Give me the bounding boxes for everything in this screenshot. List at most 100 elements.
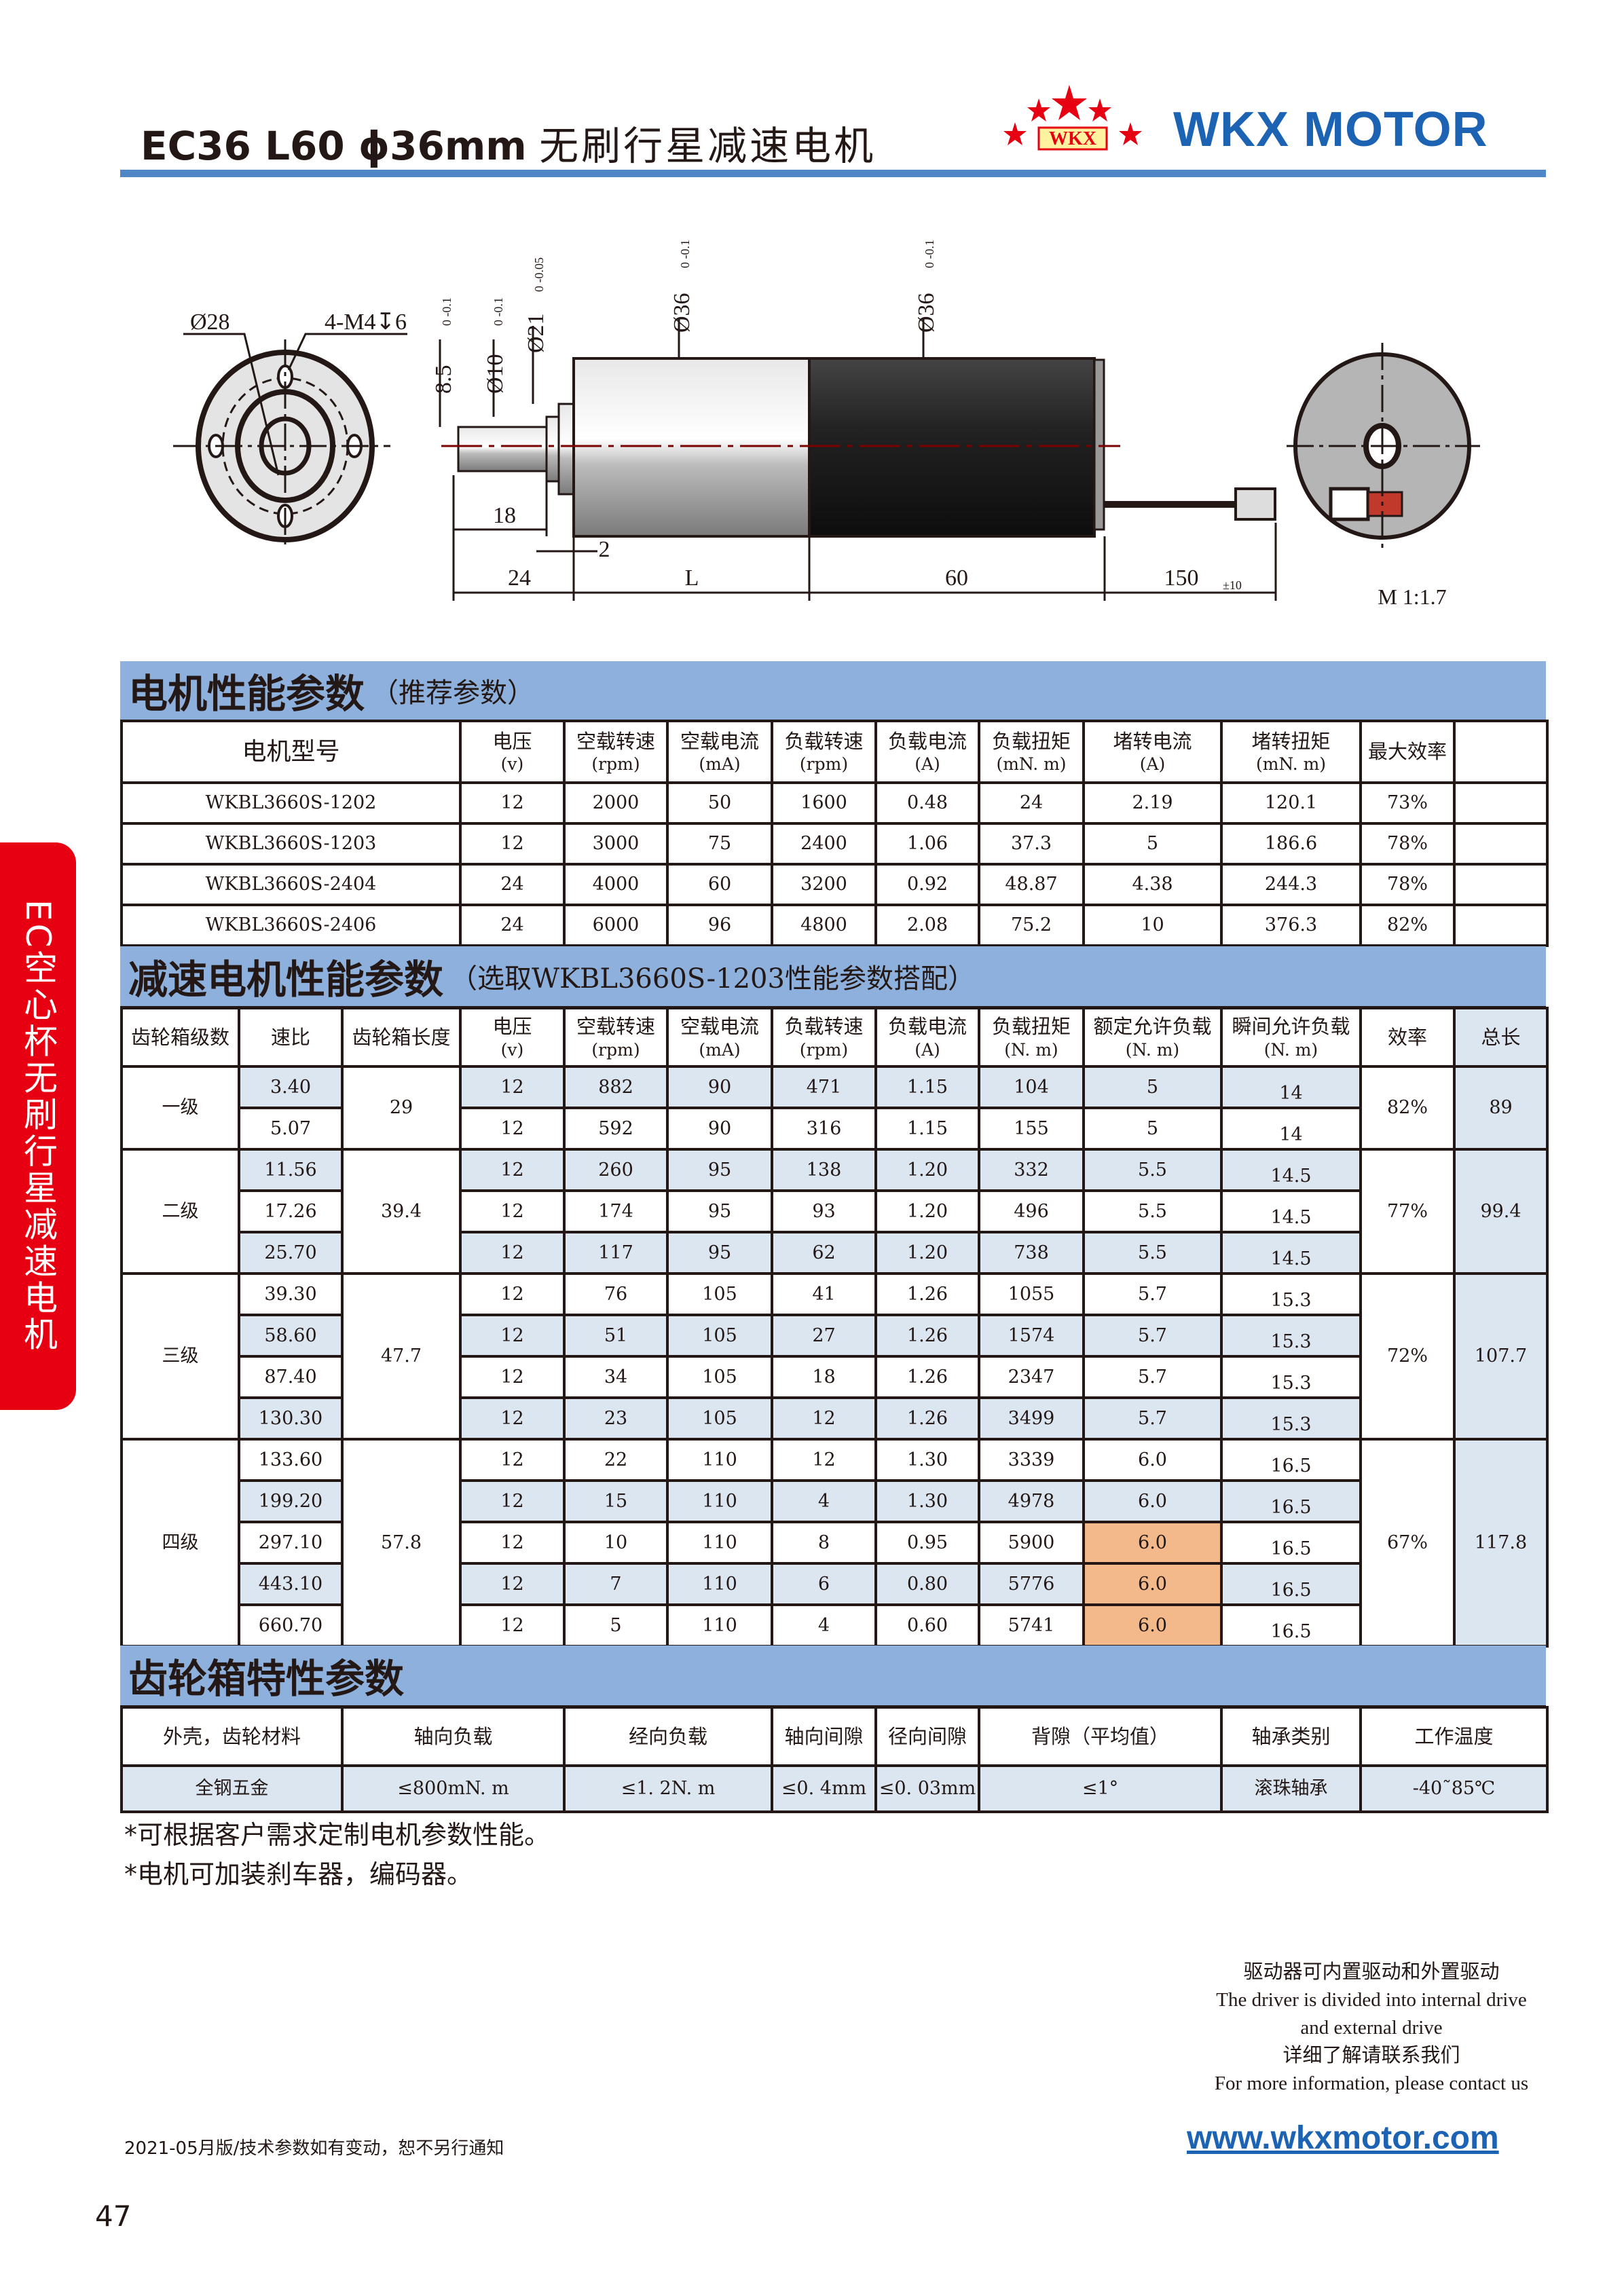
header-label: 空载转速: [576, 729, 655, 753]
gearbox-length-cell: 57.8: [341, 1438, 462, 1648]
header-unit: (mA): [699, 754, 741, 774]
header-unit: (A): [915, 1039, 940, 1060]
motor-dimension-drawing: Ø28 4-M4↧6 24 L 60 150 ±10 18 2 M 1:1.7: [173, 240, 1480, 609]
header-row: 电机型号 电压 (v) 空载转速 (rpm) 空载电流 (mA) 负载转速 (rpm) 负载电流(…: [120, 720, 1549, 784]
star-icon: [1003, 122, 1027, 145]
table-cell: ≤800mN. m: [341, 1764, 566, 1813]
table-cell: 0.95: [874, 1521, 980, 1565]
table-row: 一级 3.40 29 12 882 90 471 1.15 104 5 14 82% 89: [120, 1065, 1549, 1151]
ratio-cell: 17.26: [238, 1189, 344, 1233]
column-header: 空载转速 (rpm): [563, 720, 669, 784]
table-row: 二级 11.56 39.4 12 260 95 138 1.20 332 5.5 14.5 77% 99…: [120, 1148, 1549, 1275]
table-cell: 16.5: [1220, 1438, 1362, 1482]
table-cell: 12: [459, 1065, 566, 1109]
table-cell: 738: [978, 1231, 1085, 1275]
table-cell: 24: [459, 904, 566, 947]
table-cell: 471: [771, 1065, 877, 1109]
header-unit: (rpm): [591, 754, 640, 774]
flange-length-label: 2: [599, 537, 610, 562]
gearbox-length-cell: 39.4: [341, 1148, 462, 1275]
table-cell: 5741: [978, 1603, 1085, 1648]
shaft-flat-label: 8.5: [431, 365, 456, 394]
table-cell: 12: [771, 1438, 877, 1482]
table-cell: 2000: [563, 781, 669, 825]
wkx-logo: WKX: [1003, 85, 1142, 151]
ratio-cell: 3.40: [238, 1065, 344, 1109]
column-header: 最大效率: [1359, 720, 1456, 784]
total-length-cell: 99.4: [1453, 1148, 1549, 1275]
table-cell: 6.0: [1082, 1562, 1223, 1606]
note: *可根据客户需求定制电机参数性能。: [124, 1820, 551, 1850]
column-header: 瞬间允许负载 (N. m): [1220, 1007, 1362, 1068]
brand-name: WKX MOTOR: [1173, 103, 1488, 157]
header-unit: (v): [500, 754, 524, 774]
website-link[interactable]: www.wkxmotor.com: [1187, 2120, 1499, 2156]
table-cell: 27: [771, 1314, 877, 1358]
table-cell: 8: [771, 1521, 877, 1565]
header-row: 外壳，齿轮材料 轴向负载 经向负载 轴向间隙 径向间隙 背隙（平均值） 轴承类别 工作温度: [120, 1706, 1549, 1767]
category-side-tab: EC空心杯无刷行星减速电机: [0, 842, 76, 1410]
star-icon: [1088, 98, 1111, 122]
column-header: 空载电流 (mA): [666, 720, 773, 784]
motor-diameter-tolerance: 0 -0.1: [923, 240, 936, 268]
column-header: 额定允许负载 (N. m): [1082, 1007, 1223, 1068]
total-length-cell: 107.7: [1453, 1272, 1549, 1441]
gearbox-length-cell: 29: [341, 1065, 462, 1151]
table-cell: 12: [459, 1148, 566, 1192]
header-label: 瞬间允许负载: [1232, 1015, 1350, 1039]
table-row: 58.60 12 51 105 27 1.26 1574 5.7 15.3: [122, 1314, 1547, 1358]
table-cell: WKBL3660S-2406: [120, 904, 462, 947]
stage-cell: 一级: [120, 1065, 240, 1151]
table-cell: 15.3: [1220, 1355, 1362, 1399]
table-cell: 1600: [771, 781, 877, 825]
header-label: 负载电流: [887, 1015, 967, 1039]
table-cell: 0.60: [874, 1603, 980, 1648]
table-row: 5.07 12 592 90 316 1.15 155 5 14: [122, 1107, 1547, 1151]
table-cell: [1453, 781, 1549, 825]
header-label: 负载转速: [784, 729, 864, 753]
motor-diameter-label: Ø36: [914, 293, 939, 333]
table-cell: WKBL3660S-1203: [120, 822, 462, 866]
column-header: 工作温度: [1359, 1706, 1549, 1767]
efficiency-cell: 67%: [1359, 1438, 1456, 1648]
column-header: [1453, 720, 1549, 784]
table-cell: 12: [459, 1355, 566, 1399]
table-cell: 3200: [771, 863, 877, 906]
table-row: WKBL3660S-1202 12 2000 50 1600 0.48 24 2.19 120.…: [120, 781, 1549, 825]
efficiency-cell: 77%: [1359, 1148, 1456, 1275]
ratio-cell: 130.30: [238, 1396, 344, 1441]
table-cell: 244.3: [1220, 863, 1362, 906]
ratio-cell: 39.30: [238, 1272, 344, 1316]
stage-cell: 三级: [120, 1272, 240, 1441]
contact-line: and external drive: [1300, 2017, 1443, 2039]
table-cell: 95: [666, 1148, 773, 1192]
table-cell: 41: [771, 1272, 877, 1316]
table-cell: 882: [563, 1065, 669, 1109]
ratio-cell: 660.70: [238, 1603, 344, 1648]
table-cell: 6.0: [1082, 1438, 1223, 1482]
gearbox-diameter-label: Ø36: [669, 293, 695, 333]
ratio-cell: 297.10: [238, 1521, 344, 1565]
header-unit: (N. m): [1004, 1039, 1058, 1060]
ratio-cell: 58.60: [238, 1314, 344, 1358]
table-cell: 90: [666, 1065, 773, 1109]
wire-tolerance-label: ±10: [1223, 578, 1242, 592]
star-icon: [1119, 122, 1142, 145]
table-cell: 174: [563, 1189, 669, 1233]
ratio-cell: 25.70: [238, 1231, 344, 1275]
table-cell: 滚珠轴承: [1220, 1764, 1362, 1813]
table-cell: 496: [978, 1189, 1085, 1233]
stage-cell: 二级: [120, 1148, 240, 1275]
table-cell: 1.26: [874, 1396, 980, 1441]
shaft-diameter-tolerance: 0 -0.1: [492, 297, 505, 326]
section-title: 减速电机性能参数: [128, 956, 444, 1003]
table-cell: 12: [459, 1189, 566, 1233]
table-cell: 0.48: [874, 781, 980, 825]
contact-line: 驱动器可内置驱动和外置驱动: [1243, 1961, 1500, 1983]
table-cell: 5: [1082, 822, 1223, 866]
table-cell: 104: [978, 1065, 1085, 1109]
table-cell: 50: [666, 781, 773, 825]
table-row: 87.40 12 34 105 18 1.26 2347 5.7 15.3: [122, 1355, 1547, 1399]
table-cell: 1.26: [874, 1314, 980, 1358]
table-cell: WKBL3660S-1202: [120, 781, 462, 825]
